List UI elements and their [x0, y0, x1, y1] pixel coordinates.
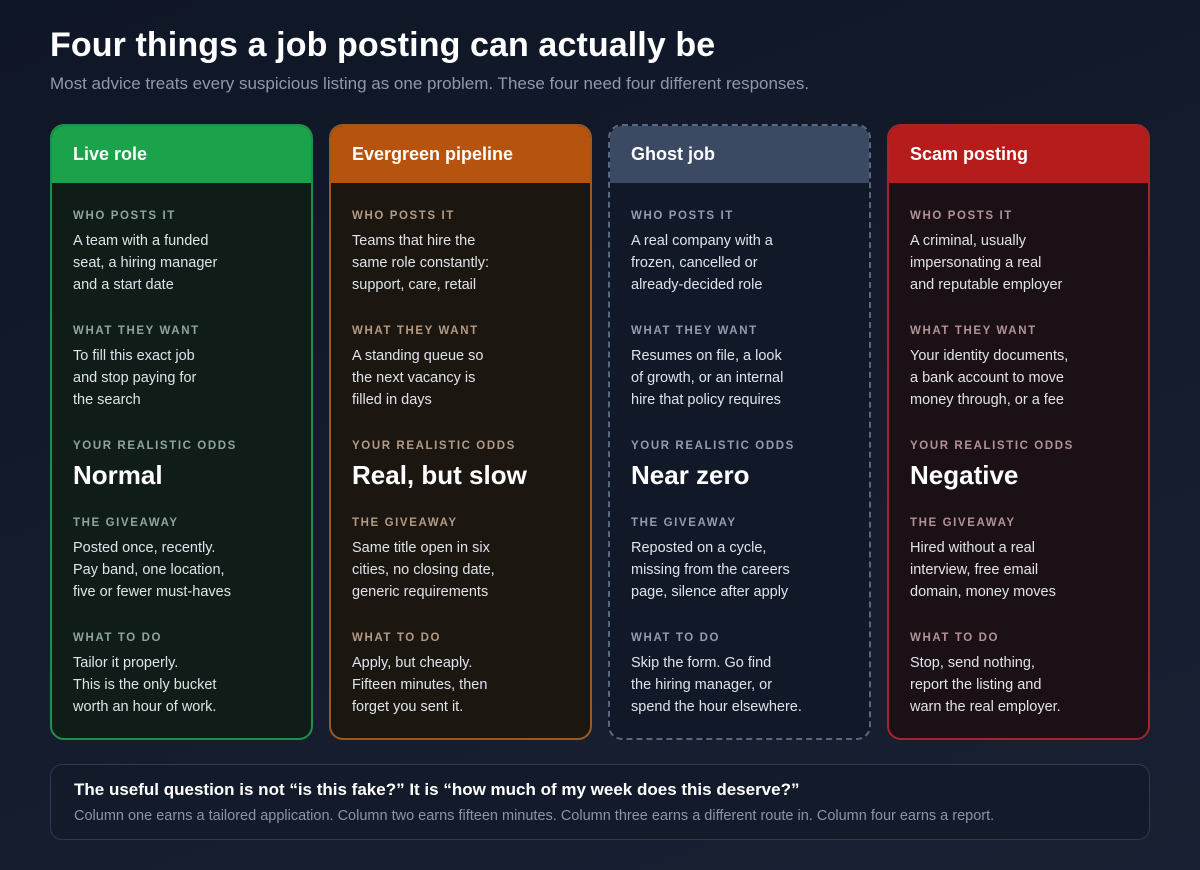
giveaway-text: Hired without a real interview, free ema… — [910, 540, 1056, 600]
odds-label: YOUR REALISTIC ODDS — [631, 440, 795, 452]
odds-label: YOUR REALISTIC ODDS — [352, 440, 516, 452]
what-they-want-label: WHAT THEY WANT — [910, 325, 1037, 337]
what-they-want-label: WHAT THEY WANT — [631, 325, 758, 337]
giveaway-label: THE GIVEAWAY — [352, 517, 458, 529]
what-to-do-label: WHAT TO DO — [631, 632, 721, 644]
who-posts-text: A criminal, usually impersonating a real… — [910, 233, 1063, 293]
what-they-want-text: To fill this exact job and stop paying f… — [73, 348, 197, 408]
what-to-do-label: WHAT TO DO — [352, 632, 442, 644]
page-subtitle: Most advice treats every suspicious list… — [50, 74, 810, 93]
who-posts-text: Teams that hire the same role constantly… — [352, 233, 490, 293]
odds-value: Negative — [910, 460, 1019, 490]
what-to-do-text: Tailor it properly. This is the only buc… — [73, 655, 217, 715]
who-posts-label: WHO POSTS IT — [73, 210, 176, 222]
who-posts-label: WHO POSTS IT — [631, 210, 734, 222]
what-they-want-label: WHAT THEY WANT — [73, 325, 200, 337]
what-they-want-label: WHAT THEY WANT — [352, 325, 479, 337]
who-posts-label: WHO POSTS IT — [352, 210, 455, 222]
card-header: Ghost job — [610, 126, 869, 183]
giveaway-text: Posted once, recently. Pay band, one loc… — [73, 540, 231, 600]
odds-label: YOUR REALISTIC ODDS — [910, 440, 1074, 452]
giveaway-label: THE GIVEAWAY — [73, 517, 179, 529]
giveaway-label: THE GIVEAWAY — [910, 517, 1016, 529]
odds-label: YOUR REALISTIC ODDS — [73, 440, 237, 452]
card-scam-posting: Scam posting WHO POSTS IT A criminal, us… — [887, 124, 1150, 740]
giveaway-text: Same title open in six cities, no closin… — [352, 540, 495, 600]
card-body: WHO POSTS IT A real company with a froze… — [610, 183, 869, 718]
card-live-role: Live role WHO POSTS IT A team with a fun… — [50, 124, 313, 740]
odds-value: Near zero — [631, 460, 750, 490]
card-header: Evergreen pipeline — [331, 126, 590, 183]
what-to-do-text: Apply, but cheaply. Fifteen minutes, the… — [352, 655, 488, 715]
card-body: WHO POSTS IT Teams that hire the same ro… — [331, 183, 590, 718]
who-posts-text: A team with a funded seat, a hiring mana… — [73, 233, 218, 293]
card-body: WHO POSTS IT A criminal, usually imperso… — [889, 183, 1148, 718]
what-to-do-text: Skip the form. Go find the hiring manage… — [631, 655, 802, 715]
what-to-do-text: Stop, send nothing, report the listing a… — [910, 655, 1061, 715]
what-to-do-label: WHAT TO DO — [910, 632, 1000, 644]
who-posts-label: WHO POSTS IT — [910, 210, 1013, 222]
category-columns: Live role WHO POSTS IT A team with a fun… — [50, 124, 1150, 740]
summary-callout: The useful question is not “is this fake… — [50, 764, 1150, 840]
card-body: WHO POSTS IT A team with a funded seat, … — [52, 183, 311, 718]
page-title: Four things a job posting can actually b… — [50, 26, 716, 64]
card-header: Scam posting — [889, 126, 1148, 183]
what-to-do-label: WHAT TO DO — [73, 632, 163, 644]
card-ghost-job: Ghost job WHO POSTS IT A real company wi… — [608, 124, 871, 740]
card-evergreen-pipeline: Evergreen pipeline WHO POSTS IT Teams th… — [329, 124, 592, 740]
card-header: Live role — [52, 126, 311, 183]
what-they-want-text: Your identity documents, a bank account … — [910, 348, 1069, 408]
giveaway-label: THE GIVEAWAY — [631, 517, 737, 529]
summary-note: Column one earns a tailored application.… — [74, 808, 995, 824]
giveaway-text: Reposted on a cycle, missing from the ca… — [631, 540, 790, 600]
who-posts-text: A real company with a frozen, cancelled … — [631, 233, 773, 293]
what-they-want-text: A standing queue so the next vacancy is … — [352, 348, 484, 408]
what-they-want-text: Resumes on file, a look of growth, or an… — [631, 348, 784, 408]
odds-value: Real, but slow — [352, 460, 527, 490]
odds-value: Normal — [73, 460, 163, 490]
summary-question: The useful question is not “is this fake… — [74, 780, 800, 799]
